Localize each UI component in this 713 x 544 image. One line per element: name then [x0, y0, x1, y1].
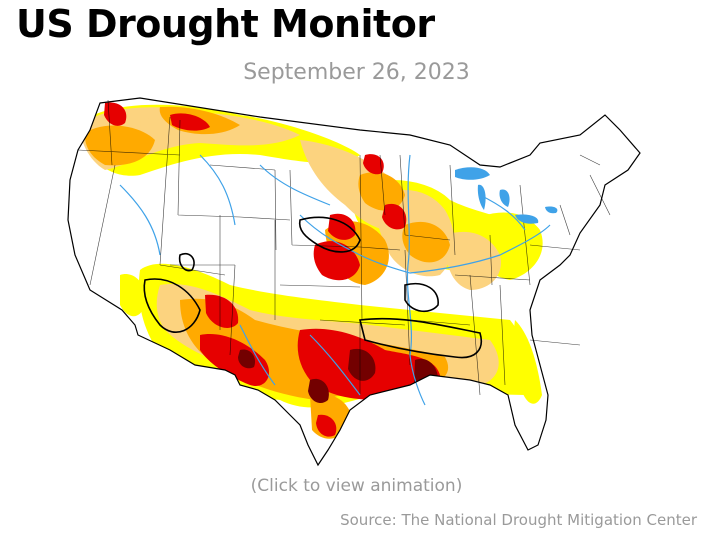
drought-map[interactable]	[60, 95, 660, 470]
page-title: US Drought Monitor	[16, 2, 435, 46]
lakes	[455, 167, 558, 224]
state-boundaries	[77, 99, 611, 396]
rivers	[119, 154, 551, 406]
source-credit: Source: The National Drought Mitigation …	[340, 511, 697, 529]
drought-impact-boundaries	[143, 216, 482, 359]
animation-link[interactable]: (Click to view animation)	[250, 476, 463, 496]
map-date: September 26, 2023	[243, 60, 470, 85]
